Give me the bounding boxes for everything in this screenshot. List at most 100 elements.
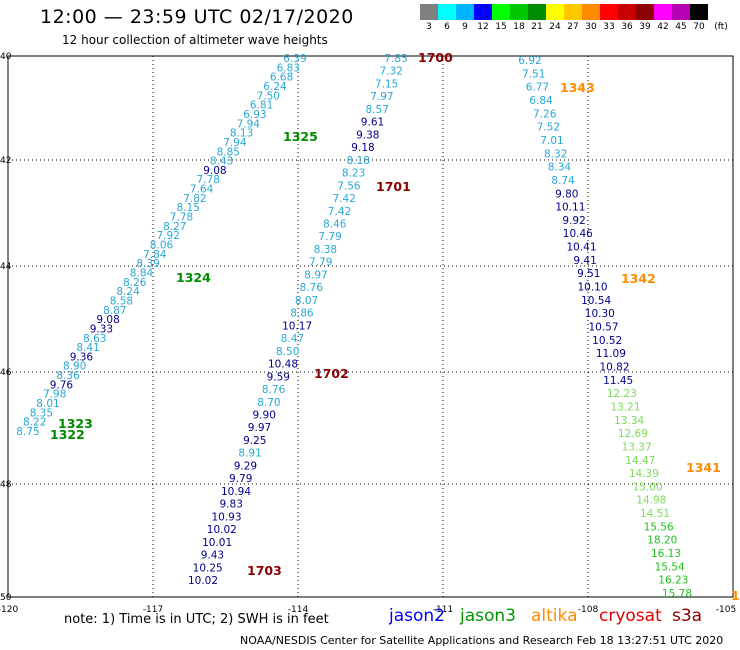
legend-swatch xyxy=(582,4,600,20)
swh-value-label: 6.93 xyxy=(243,109,266,121)
pass-time-label: 1322 xyxy=(50,427,85,442)
swh-value-label: 8.57 xyxy=(366,104,389,116)
swh-value-label: 8.15 xyxy=(177,202,200,214)
swh-value-label: 8.41 xyxy=(76,342,99,354)
legend-swatch-label: 18 xyxy=(513,22,525,32)
swh-value-label: 7.78 xyxy=(197,174,220,186)
longitude-tick-label: -120 xyxy=(0,605,18,615)
page-subtitle: 12 hour collection of altimeter wave hei… xyxy=(62,33,328,47)
pass-time-label: 1700 xyxy=(418,50,453,65)
legend-swatch-label: 27 xyxy=(567,22,579,32)
swh-value-label: 8.50 xyxy=(276,346,299,358)
legend-swatch xyxy=(528,4,546,20)
swh-value-label: 15.78 xyxy=(662,588,692,600)
legend-swatch-label: 3 xyxy=(426,22,432,32)
swh-value-label: 8.97 xyxy=(304,269,327,281)
swh-value-label: 10.25 xyxy=(193,562,223,574)
legend-swatch-label: 33 xyxy=(603,22,615,32)
swh-value-label: 10.17 xyxy=(282,320,312,332)
swh-value-label: 8.13 xyxy=(230,128,253,140)
swh-value-label: 7.94 xyxy=(223,137,247,149)
swh-value-label: 9.29 xyxy=(234,460,257,472)
swh-value-label: 9.97 xyxy=(248,422,271,434)
swh-value-label: 15.54 xyxy=(655,561,685,573)
legend-swatch-label: 39 xyxy=(639,22,651,32)
legend-swatch-label: 21 xyxy=(531,22,543,32)
swh-value-label: 8.70 xyxy=(257,397,280,409)
swh-value-label: 14.47 xyxy=(625,455,655,467)
latitude-tick-label: 44 xyxy=(0,262,12,272)
swh-value-label: 8.47 xyxy=(281,333,304,345)
swh-value-label: 9.33 xyxy=(90,323,113,335)
swh-value-label: 8.38 xyxy=(314,244,337,256)
swh-value-label: 6.83 xyxy=(277,62,300,74)
swh-value-label: 8.91 xyxy=(238,448,261,460)
swh-value-label: 7.92 xyxy=(157,230,180,242)
swh-value-label: 8.46 xyxy=(323,219,347,231)
swh-value-label: 15.00 xyxy=(633,481,663,493)
legend-swatch xyxy=(546,4,564,20)
swh-value-label: 6.77 xyxy=(526,82,549,94)
legend-swatch xyxy=(420,4,438,20)
legend-swatch-label: 70 xyxy=(693,22,705,32)
swh-value-label: 8.36 xyxy=(56,370,80,382)
legend-swatch xyxy=(690,4,708,20)
swh-value-label: 8.74 xyxy=(551,175,575,187)
swh-value-label: 10.01 xyxy=(202,537,232,549)
legend-swatch xyxy=(672,4,690,20)
swh-value-label: 9.08 xyxy=(203,165,226,177)
swh-value-label: 8.86 xyxy=(290,308,314,320)
swh-value-label: 15.56 xyxy=(644,521,674,533)
swh-value-label: 8.84 xyxy=(130,268,154,280)
legend-swatch-label: 15 xyxy=(495,22,507,32)
pass-time-label: 1323 xyxy=(58,416,93,431)
legend-swatch-label: 30 xyxy=(585,22,597,32)
swh-value-label: 9.80 xyxy=(555,188,578,200)
swh-value-label: 14.51 xyxy=(640,508,670,520)
latitude-tick-label: 46 xyxy=(0,368,12,378)
swh-value-label: 7.98 xyxy=(43,389,66,401)
swh-value-label: 10.30 xyxy=(585,308,615,320)
swh-value-label: 9.38 xyxy=(356,129,379,141)
swh-value-label: 9.76 xyxy=(50,379,74,391)
swh-value-label: 7.51 xyxy=(522,68,545,80)
swh-value-label: 7.85 xyxy=(384,53,407,65)
swh-value-label: 10.11 xyxy=(555,202,585,214)
swh-value-label: 16.23 xyxy=(658,575,688,587)
swh-value-label: 8.76 xyxy=(300,282,324,294)
legend-swatch xyxy=(456,4,474,20)
page-title: 12:00 — 23:59 UTC 02/17/2020 xyxy=(40,6,354,28)
swh-value-label: 7.64 xyxy=(190,184,214,196)
longitude-tick-label: -117 xyxy=(143,605,163,615)
swh-value-label: 10.41 xyxy=(566,242,596,254)
legend-swatch xyxy=(474,4,492,20)
pass-time-label: 1343 xyxy=(560,80,595,95)
swh-value-label: 9.43 xyxy=(201,550,224,562)
swh-value-label: 9.18 xyxy=(351,142,374,154)
legend-swatch xyxy=(510,4,528,20)
swh-value-label: 7.84 xyxy=(143,249,167,261)
swh-value-label: 8.06 xyxy=(150,240,174,252)
swh-value-label: 6.68 xyxy=(270,72,293,84)
swh-value-label: 8.85 xyxy=(217,146,240,158)
credit-footer: NOAA/NESDIS Center for Satellite Applica… xyxy=(240,634,724,647)
pass-time-label: 1703 xyxy=(247,563,282,578)
swh-value-label: 7.32 xyxy=(380,66,403,78)
legend-swatch xyxy=(654,4,672,20)
latitude-tick-label: 40 xyxy=(0,52,12,62)
swh-value-label: 8.75 xyxy=(16,426,39,438)
legend-swatch-label: 45 xyxy=(675,22,687,32)
swh-value-label: 9.61 xyxy=(361,117,384,129)
pass-time-label: 1342 xyxy=(621,271,656,286)
longitude-tick-label: -111 xyxy=(433,605,453,615)
legend-swatch xyxy=(438,4,456,20)
swh-value-label: 13.21 xyxy=(610,401,640,413)
swh-value-label: 18.20 xyxy=(647,535,677,547)
satellite-key-item: cryosat xyxy=(599,606,662,626)
legend-swatch xyxy=(564,4,582,20)
swh-value-label: 7.78 xyxy=(170,212,193,224)
pass-time-label: 1325 xyxy=(283,129,318,144)
swh-value-label: 8.32 xyxy=(544,148,567,160)
swh-value-label: 13.34 xyxy=(614,415,644,427)
